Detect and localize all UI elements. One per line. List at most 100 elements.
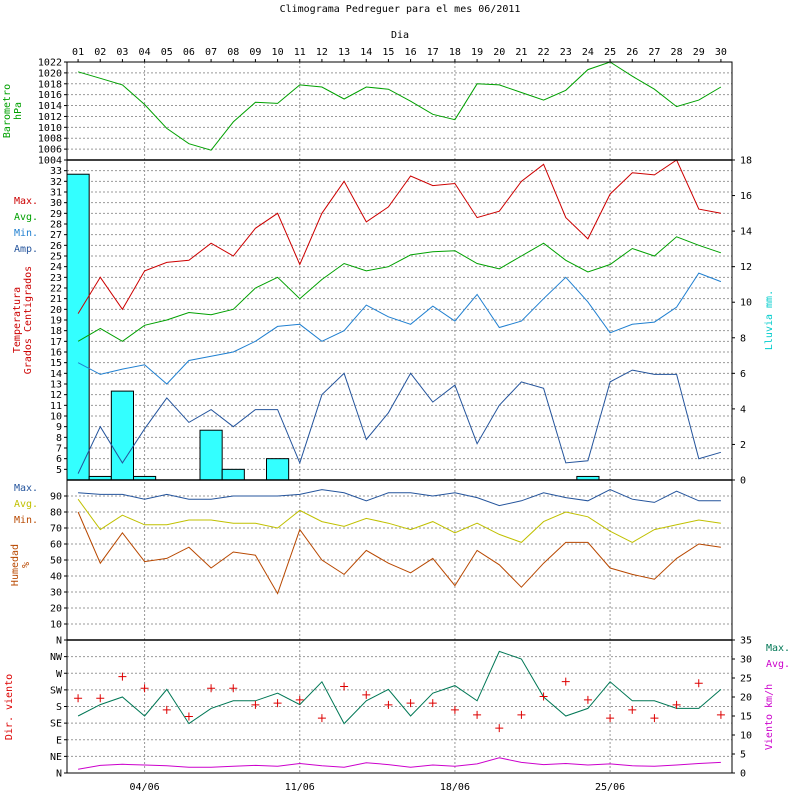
- day-label: 12: [316, 47, 328, 58]
- wind-dir-marker: [295, 695, 304, 704]
- humidity-ytick-label: 50: [50, 556, 62, 567]
- day-label: 16: [405, 47, 417, 58]
- wind-dir-marker: [384, 700, 393, 709]
- wind-dir-marker: [628, 705, 637, 714]
- temp-legend-item: Min.: [14, 228, 38, 239]
- rain-ytick-label: 2: [740, 440, 746, 451]
- rain-ytick-label: 4: [740, 404, 746, 415]
- temp-amp-line: [77, 369, 722, 474]
- wind-max-line: [77, 650, 722, 725]
- temp-ytick-label: 25: [50, 252, 62, 263]
- temp-ytick-label: 18: [50, 326, 62, 337]
- wind-dir-marker: [340, 682, 349, 691]
- day-label: 05: [161, 47, 173, 58]
- wind-speed-tick-label: 30: [740, 655, 752, 666]
- wind-dir-marker: [162, 705, 171, 714]
- wind-dir-tick-label: N: [56, 769, 62, 780]
- humidity-ytick-label: 10: [50, 620, 62, 631]
- labels-layer: 01 02 03 04 05 06 07 08 09 10 11 12 13 14 15 16 17 18 19 20…: [2, 47, 790, 793]
- wind-dir-marker: [362, 690, 371, 699]
- wind-dir-marker: [606, 714, 615, 723]
- temp-ytick-label: 26: [50, 241, 62, 252]
- wind-speed-tick-label: 5: [740, 750, 746, 761]
- day-label: 04: [139, 47, 151, 58]
- temp-max-line: [77, 159, 721, 314]
- day-label: 23: [560, 47, 572, 58]
- temp-min-line: [77, 272, 722, 385]
- humidity-legend-item: Min.: [14, 515, 38, 526]
- pressure-line: [77, 61, 722, 151]
- temp-ytick-label: 10: [50, 412, 62, 423]
- pressure-ytick-label: 1020: [38, 68, 62, 79]
- temp-ytick-label: 12: [50, 390, 62, 401]
- temp-ytick-label: 33: [50, 166, 62, 177]
- humidity-legend-item: Max.: [14, 483, 38, 494]
- temp-ylabel: TemperaturaGrados Centigrados: [12, 266, 34, 374]
- temp-ytick-label: 16: [50, 348, 62, 359]
- temp-legend-item: Max.: [14, 196, 38, 207]
- wind-speed-ylabel: Viento km/h: [764, 684, 775, 750]
- day-label: 06: [183, 47, 195, 58]
- temp-ytick-label: 11: [50, 401, 62, 412]
- wind-dir-marker: [428, 699, 437, 708]
- humidity-legend-item: Avg.: [14, 499, 38, 510]
- wind-speed-tick-label: 25: [740, 674, 752, 685]
- day-label: 24: [582, 47, 594, 58]
- wind-dir-ylabel: Dir. viento: [4, 674, 15, 740]
- wind-dir-marker: [406, 699, 415, 708]
- pressure-ytick-label: 1018: [38, 79, 62, 90]
- wind-dir-marker: [207, 684, 216, 693]
- wind-dir-marker: [583, 695, 592, 704]
- day-label: 29: [693, 47, 705, 58]
- day-label: 10: [272, 47, 284, 58]
- wind-dir-marker: [694, 679, 703, 688]
- humidity-max-line: [78, 489, 721, 507]
- humidity-ytick-label: 30: [50, 588, 62, 599]
- humidity-ytick-label: 40: [50, 572, 62, 583]
- day-label: 21: [515, 47, 527, 58]
- week-label: 25/06: [595, 782, 625, 793]
- day-label: 18: [449, 47, 461, 58]
- wind-legend-item: Avg.: [766, 659, 790, 670]
- day-label: 30: [715, 47, 727, 58]
- wind-dir-tick-label: NE: [50, 752, 62, 763]
- wind-dir-marker: [473, 710, 482, 719]
- pressure-ytick-label: 1006: [38, 145, 62, 156]
- pressure-ylabel-line: hPa: [13, 102, 24, 120]
- temp-ylabel-line: Grados Centigrados: [23, 266, 34, 374]
- rain-ytick-label: 16: [740, 191, 752, 202]
- temp-ytick-label: 32: [50, 177, 62, 188]
- humidity-ylabel-line: Humedad: [10, 544, 21, 586]
- pressure-ytick-label: 1004: [38, 156, 62, 167]
- week-label: 04/06: [130, 782, 160, 793]
- humidity-ytick-label: 70: [50, 524, 62, 535]
- wind-dir-marker: [140, 684, 149, 693]
- temp-ytick-label: 31: [50, 188, 62, 199]
- temp-ytick-label: 13: [50, 380, 62, 391]
- plot-frame: [66, 61, 733, 774]
- rain-ytick-label: 6: [740, 369, 746, 380]
- temp-legend-item: Amp.: [14, 244, 38, 255]
- humidity-ytick-label: 90: [50, 492, 62, 503]
- wind-dir-marker: [229, 684, 238, 693]
- pressure-ylabel-line: Barometro: [2, 84, 13, 138]
- rain-bar: [110, 390, 135, 481]
- temp-avg-line: [77, 236, 722, 342]
- rain-bar: [199, 429, 223, 481]
- wind-dir-marker: [118, 672, 127, 681]
- day-label: 13: [338, 47, 350, 58]
- wind-dir-marker: [251, 700, 260, 709]
- day-label: 22: [538, 47, 550, 58]
- temp-ytick-label: 21: [50, 294, 62, 305]
- wind-dir-marker: [74, 694, 83, 703]
- wind-speed-tick-label: 10: [740, 731, 752, 742]
- day-label: 15: [382, 47, 394, 58]
- humidity-ytick-label: 20: [50, 604, 62, 615]
- temp-ytick-label: 27: [50, 230, 62, 241]
- wind-dir-tick-label: NW: [50, 652, 63, 663]
- temp-legend-item: Avg.: [14, 212, 38, 223]
- rain-bar: [266, 458, 290, 481]
- rain-ytick-label: 8: [740, 333, 746, 344]
- wind-dir-tick-label: SW: [50, 685, 63, 696]
